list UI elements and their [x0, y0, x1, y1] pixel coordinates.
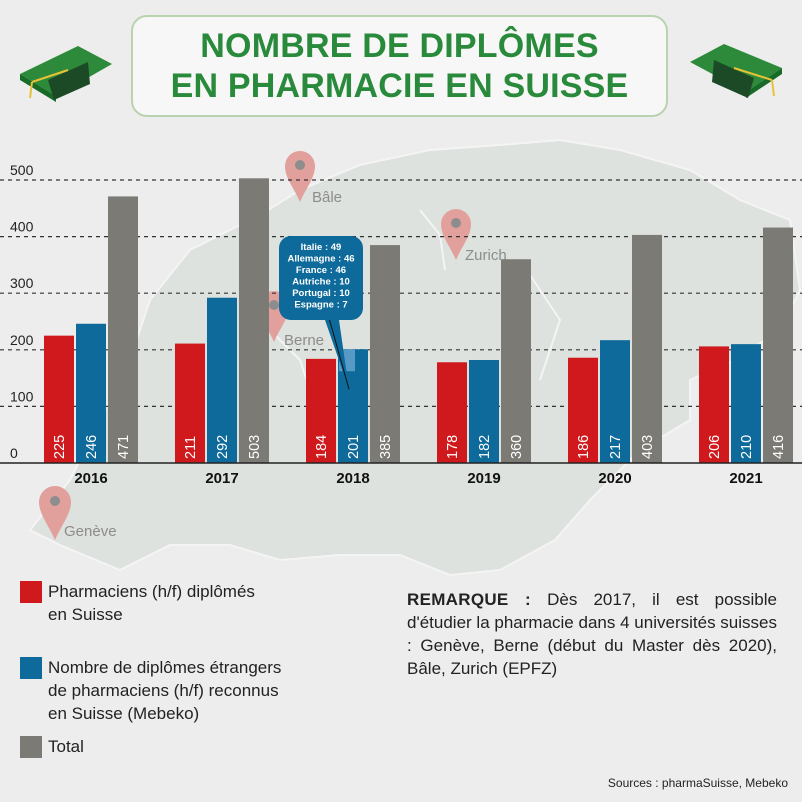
data-label: 225 [52, 435, 68, 459]
remark-note: REMARQUE : Dès 2017, il est possible d'é… [407, 588, 777, 680]
legend-text-foreign: Nombre de diplômes étrangers de pharmaci… [48, 656, 281, 725]
bar [600, 340, 630, 463]
map-pin-icon [451, 218, 461, 228]
data-label: 186 [576, 435, 592, 459]
legend-line: Nombre de diplômes étrangers [48, 658, 282, 677]
graduation-cap-icon [690, 44, 782, 98]
data-label: 403 [640, 435, 656, 459]
data-label: 217 [608, 435, 624, 459]
graduation-cap-icon [20, 46, 112, 102]
callout-line: France : 46 [296, 265, 346, 276]
map-pin-icon [441, 209, 471, 260]
city-label: Berne [284, 332, 324, 349]
x-tick-label: 2020 [598, 470, 631, 487]
callout-line: Portugal : 10 [292, 288, 350, 299]
city-label: Zurich [465, 247, 507, 264]
x-tick-label: 2018 [336, 470, 369, 487]
data-label: 206 [707, 435, 723, 459]
title-line-1: NOMBRE DE DIPLÔMES [200, 27, 599, 65]
city-label: Genève [64, 523, 117, 540]
bar [239, 178, 269, 463]
data-label: 210 [739, 435, 755, 459]
y-tick-label: 400 [10, 219, 34, 235]
legend-swatch-total [20, 736, 42, 758]
callout-line: Autriche : 10 [292, 277, 350, 288]
data-label: 385 [378, 435, 394, 459]
y-tick-label: 300 [10, 275, 34, 291]
bar [763, 227, 793, 463]
data-label: 184 [314, 435, 330, 459]
x-tick-label: 2021 [729, 470, 762, 487]
legend-text-total: Total [48, 735, 84, 758]
bar [370, 245, 400, 463]
callout-leader [328, 317, 350, 390]
data-label: 182 [477, 435, 493, 459]
callout-box [279, 236, 363, 320]
callout-line: Italie : 49 [301, 242, 342, 253]
bar [568, 357, 598, 463]
callout-line: Espagne : 7 [294, 300, 347, 311]
legend-item-swiss: Pharmaciens (h/f) diplômés en Suisse [20, 580, 255, 626]
callout-line: Allemagne : 46 [287, 254, 354, 265]
data-label: 416 [771, 435, 787, 459]
data-label: 246 [84, 435, 100, 459]
map-pin-icon [39, 486, 71, 540]
legend-line: Total [48, 737, 84, 756]
legend-swatch-foreign [20, 657, 42, 679]
legend-line: de pharmaciens (h/f) reconnus [48, 681, 279, 700]
legend-text-swiss: Pharmaciens (h/f) diplômés en Suisse [48, 580, 255, 626]
data-label: 201 [346, 435, 362, 459]
map-pin-icon [50, 496, 60, 506]
sources: Sources : pharmaSuisse, Mebeko [607, 776, 788, 790]
bar [108, 196, 138, 463]
legend-line: en Suisse [48, 605, 123, 624]
data-label: 360 [509, 435, 525, 459]
bar [437, 362, 467, 463]
title-line-2: EN PHARMACIE EN SUISSE [170, 67, 629, 105]
data-label: 292 [215, 435, 231, 459]
map-pin-icon [269, 300, 279, 310]
bar [731, 344, 761, 463]
bar [44, 335, 74, 463]
y-tick-label: 100 [10, 388, 34, 404]
map-pin-icon [295, 160, 305, 170]
bar [175, 343, 205, 463]
x-tick-label: 2017 [205, 470, 238, 487]
bar [469, 359, 499, 463]
city-label: Bâle [312, 189, 342, 206]
remark-text: Dès 2017, il est possible d'étudier la p… [407, 590, 777, 678]
x-tick-label: 2016 [74, 470, 107, 487]
map-pin-icon [285, 151, 315, 202]
legend-line: en Suisse (Mebeko) [48, 704, 200, 723]
legend-swatch-swiss [20, 581, 42, 603]
y-tick-label: 200 [10, 332, 34, 348]
bar [76, 323, 106, 463]
bar [207, 297, 237, 463]
bar [501, 259, 531, 463]
data-label: 211 [183, 436, 199, 459]
data-label: 178 [445, 435, 461, 459]
y-tick-label: 0 [10, 445, 18, 461]
remark-heading: REMARQUE : [407, 590, 531, 609]
x-tick-label: 2019 [467, 470, 500, 487]
y-tick-label: 500 [10, 162, 34, 178]
data-label: 503 [247, 435, 263, 459]
bar [306, 358, 336, 463]
title-box: NOMBRE DE DIPLÔMES EN PHARMACIE EN SUISS… [131, 15, 668, 117]
legend-line: Pharmaciens (h/f) diplômés [48, 582, 255, 601]
data-label: 471 [116, 435, 132, 459]
legend-item-foreign: Nombre de diplômes étrangers de pharmaci… [20, 656, 281, 725]
bar [699, 346, 729, 463]
legend-item-total: Total [20, 735, 84, 758]
bar-chart: Bâle Zurich Berne 0 100 200 300 400 500 225 246 471… [0, 151, 802, 487]
bar [632, 234, 662, 463]
